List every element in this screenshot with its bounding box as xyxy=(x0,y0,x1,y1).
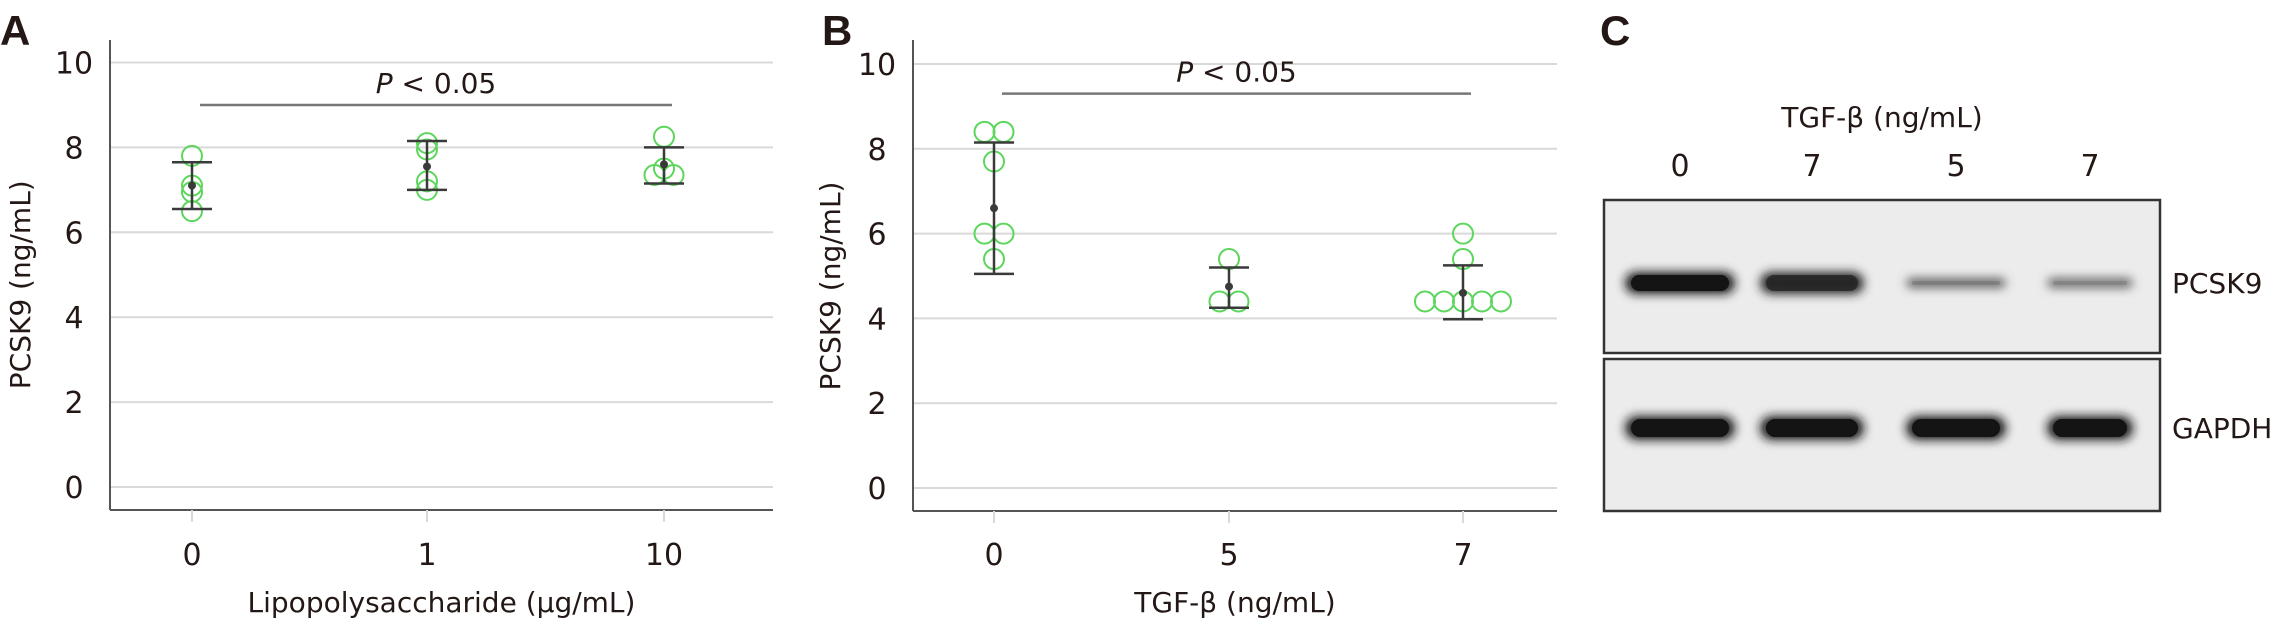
mean-marker xyxy=(423,162,431,171)
band-core xyxy=(2053,281,2127,285)
x-tick-label: 1 xyxy=(417,538,436,573)
x-tick-label: 0 xyxy=(182,538,201,573)
band-core xyxy=(1631,419,1729,437)
data-point xyxy=(1490,290,1512,313)
y-axis-label: PCSK9 (ng/mL) xyxy=(4,180,37,389)
band-core xyxy=(2053,419,2127,437)
data-point xyxy=(973,120,996,143)
panel-a-chart: A 0 2 4 6 8 10 0 1 10 Lipopolysaccharide (μg/mL) PC… xyxy=(0,7,773,619)
mean-marker xyxy=(1225,282,1233,291)
x-tick-label: 7 xyxy=(1453,538,1472,573)
panel-b-chart: B 0 2 4 6 8 10 0 5 7 TGF-β (ng/mL) PCSK9 (ng/mL) P <… xyxy=(814,7,1557,619)
lane-label: 7 xyxy=(2080,149,2099,184)
mean-marker xyxy=(188,181,196,190)
p-value-label: P < 0.05 xyxy=(376,67,497,100)
mean-marker xyxy=(660,160,668,169)
y-tick-label: 0 xyxy=(867,472,886,507)
data-point xyxy=(992,120,1015,143)
blot-row-label: PCSK9 xyxy=(2172,267,2262,300)
blot-pcsk9: PCSK9 xyxy=(1602,198,2262,355)
blot-header: TGF-β (ng/mL) xyxy=(1780,101,1982,134)
y-tick-label: 10 xyxy=(55,47,93,82)
y-tick-label: 6 xyxy=(867,218,886,253)
y-tick-label: 4 xyxy=(867,302,886,337)
band xyxy=(2047,278,2133,288)
mean-marker xyxy=(1459,288,1467,297)
panel-label-c: C xyxy=(1600,7,1630,54)
panel-c-western-blot: C TGF-β (ng/mL) 0 7 5 7 PCSK9 GAPDH xyxy=(1600,7,2272,513)
band-core xyxy=(1766,275,1858,291)
y-axis-label: PCSK9 (ng/mL) xyxy=(814,182,847,391)
band xyxy=(1906,278,2006,288)
x-axis-label: TGF-β (ng/mL) xyxy=(1133,586,1335,619)
data-point xyxy=(1471,290,1493,313)
x-axis-label: Lipopolysaccharide (μg/mL) xyxy=(248,586,636,619)
panel-label-a: A xyxy=(0,7,30,54)
data-point xyxy=(1433,290,1455,313)
data-point xyxy=(1414,290,1436,313)
y-tick-label: 0 xyxy=(64,471,83,506)
p-value-label: P < 0.05 xyxy=(1176,56,1297,89)
band-core xyxy=(1912,419,2000,437)
band-core xyxy=(1766,419,1858,437)
mean-marker xyxy=(990,204,998,213)
lane-label: 5 xyxy=(1946,149,1965,184)
lane-label: 7 xyxy=(1802,149,1821,184)
y-tick-label: 2 xyxy=(867,387,886,422)
x-tick-label: 0 xyxy=(984,538,1003,573)
data-point xyxy=(1218,248,1240,271)
data-point xyxy=(653,125,675,148)
y-tick-label: 10 xyxy=(858,48,896,83)
y-tick-label: 2 xyxy=(64,386,83,421)
blot-row-label: GAPDH xyxy=(2172,412,2272,445)
y-tick-label: 8 xyxy=(867,133,886,168)
blot-gapdh: GAPDH xyxy=(1602,357,2272,513)
band-core xyxy=(1912,281,2000,285)
x-tick-label: 10 xyxy=(645,538,683,573)
y-tick-label: 4 xyxy=(64,301,83,336)
panel-label-b: B xyxy=(822,7,852,54)
band-core xyxy=(1631,275,1729,291)
y-tick-label: 6 xyxy=(64,216,83,251)
lane-label: 0 xyxy=(1670,149,1689,184)
x-tick-label: 5 xyxy=(1219,538,1238,573)
data-point xyxy=(1452,222,1474,245)
y-tick-label: 8 xyxy=(64,131,83,166)
